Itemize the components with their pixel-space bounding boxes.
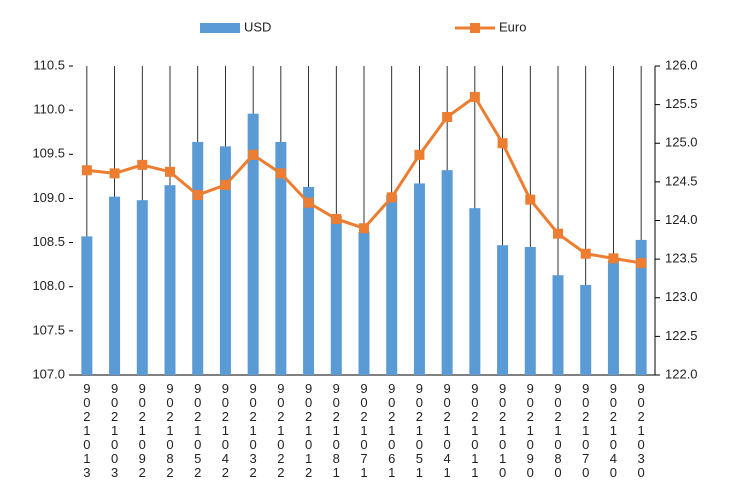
marker bbox=[192, 190, 203, 201]
y2-tick-label: 125.0 bbox=[665, 135, 698, 150]
bar bbox=[580, 284, 592, 375]
marker bbox=[248, 149, 259, 160]
marker bbox=[636, 257, 647, 268]
y2-tick-label: 123.0 bbox=[665, 289, 698, 304]
x-tick-label: 9021082 bbox=[163, 381, 178, 479]
bar bbox=[330, 216, 342, 375]
marker bbox=[469, 91, 480, 102]
marker bbox=[497, 138, 508, 149]
y-tick-label: 107.5 bbox=[32, 322, 65, 337]
y-tick-label: 109.5 bbox=[32, 146, 65, 161]
x-tick-label: 9021012 bbox=[301, 381, 316, 479]
x-tick-label: 9021040 bbox=[606, 381, 621, 479]
x-tick-label: 9021051 bbox=[412, 381, 427, 479]
y-tick-label: 108.0 bbox=[32, 278, 65, 293]
x-tick-label: 9021030 bbox=[634, 381, 649, 479]
bar bbox=[219, 146, 231, 375]
bar bbox=[136, 200, 148, 375]
y2-tick-label: 125.5 bbox=[665, 96, 698, 111]
x-tick-label: 9021011 bbox=[467, 381, 482, 479]
y-tick-label: 107.0 bbox=[32, 366, 65, 381]
y2-tick-label: 126.0 bbox=[665, 57, 698, 72]
marker bbox=[608, 253, 619, 264]
marker bbox=[303, 197, 314, 208]
x-tick-label: 9021061 bbox=[384, 381, 399, 479]
x-tick-label: 9021003 bbox=[107, 381, 122, 479]
x-tick-label: 9021070 bbox=[578, 381, 593, 479]
marker bbox=[442, 111, 453, 122]
legend-swatch bbox=[200, 23, 240, 33]
bar bbox=[635, 239, 647, 375]
x-tick-label: 9021081 bbox=[329, 381, 344, 479]
y2-tick-label: 124.0 bbox=[665, 212, 698, 227]
marker bbox=[359, 223, 369, 234]
bar bbox=[358, 231, 370, 375]
bar bbox=[81, 236, 93, 375]
y-tick-label: 110.5 bbox=[33, 57, 65, 72]
marker bbox=[109, 168, 120, 179]
bar bbox=[607, 260, 619, 375]
bar bbox=[303, 186, 315, 375]
bar bbox=[552, 275, 564, 375]
x-tick-label: 9021022 bbox=[273, 381, 288, 479]
marker bbox=[137, 159, 148, 170]
bar bbox=[386, 194, 398, 375]
legend-marker bbox=[470, 23, 480, 33]
x-tick-label: 9021071 bbox=[357, 381, 372, 479]
marker bbox=[580, 248, 591, 259]
marker bbox=[165, 166, 175, 177]
marker bbox=[331, 213, 342, 224]
y-tick-label: 109.0 bbox=[32, 190, 65, 205]
marker bbox=[220, 179, 231, 190]
y-tick-label: 108.5 bbox=[32, 234, 65, 249]
bar bbox=[413, 183, 425, 375]
bar bbox=[164, 185, 176, 375]
marker bbox=[275, 168, 286, 179]
x-tick-label: 9021092 bbox=[135, 381, 150, 479]
x-tick-label: 9021010 bbox=[495, 381, 510, 479]
bar bbox=[247, 113, 259, 375]
bar bbox=[275, 141, 287, 375]
y2-tick-label: 123.5 bbox=[665, 251, 698, 266]
bar bbox=[109, 196, 121, 375]
y-tick-label: 110.0 bbox=[33, 102, 65, 117]
bar bbox=[524, 246, 536, 375]
x-tick-label: 9021080 bbox=[551, 381, 566, 479]
x-tick-label: 9021090 bbox=[523, 381, 538, 479]
y2-tick-label: 122.5 bbox=[665, 328, 698, 343]
marker bbox=[414, 149, 425, 160]
legend-label: Euro bbox=[499, 19, 526, 34]
bar bbox=[192, 141, 204, 375]
legend-label: USD bbox=[244, 19, 271, 34]
marker bbox=[525, 194, 536, 205]
x-tick-label: 9021013 bbox=[79, 381, 94, 479]
bar bbox=[497, 245, 509, 375]
marker bbox=[553, 228, 563, 239]
bar bbox=[469, 208, 481, 375]
x-tick-label: 9021032 bbox=[246, 381, 261, 479]
marker bbox=[386, 192, 397, 203]
marker bbox=[81, 165, 92, 176]
y2-tick-label: 122.0 bbox=[665, 366, 698, 381]
bar bbox=[441, 170, 453, 375]
x-tick-label: 9021041 bbox=[440, 381, 455, 479]
x-tick-label: 9021052 bbox=[190, 381, 205, 479]
x-tick-label: 9021042 bbox=[218, 381, 233, 479]
y2-tick-label: 124.5 bbox=[665, 173, 698, 188]
